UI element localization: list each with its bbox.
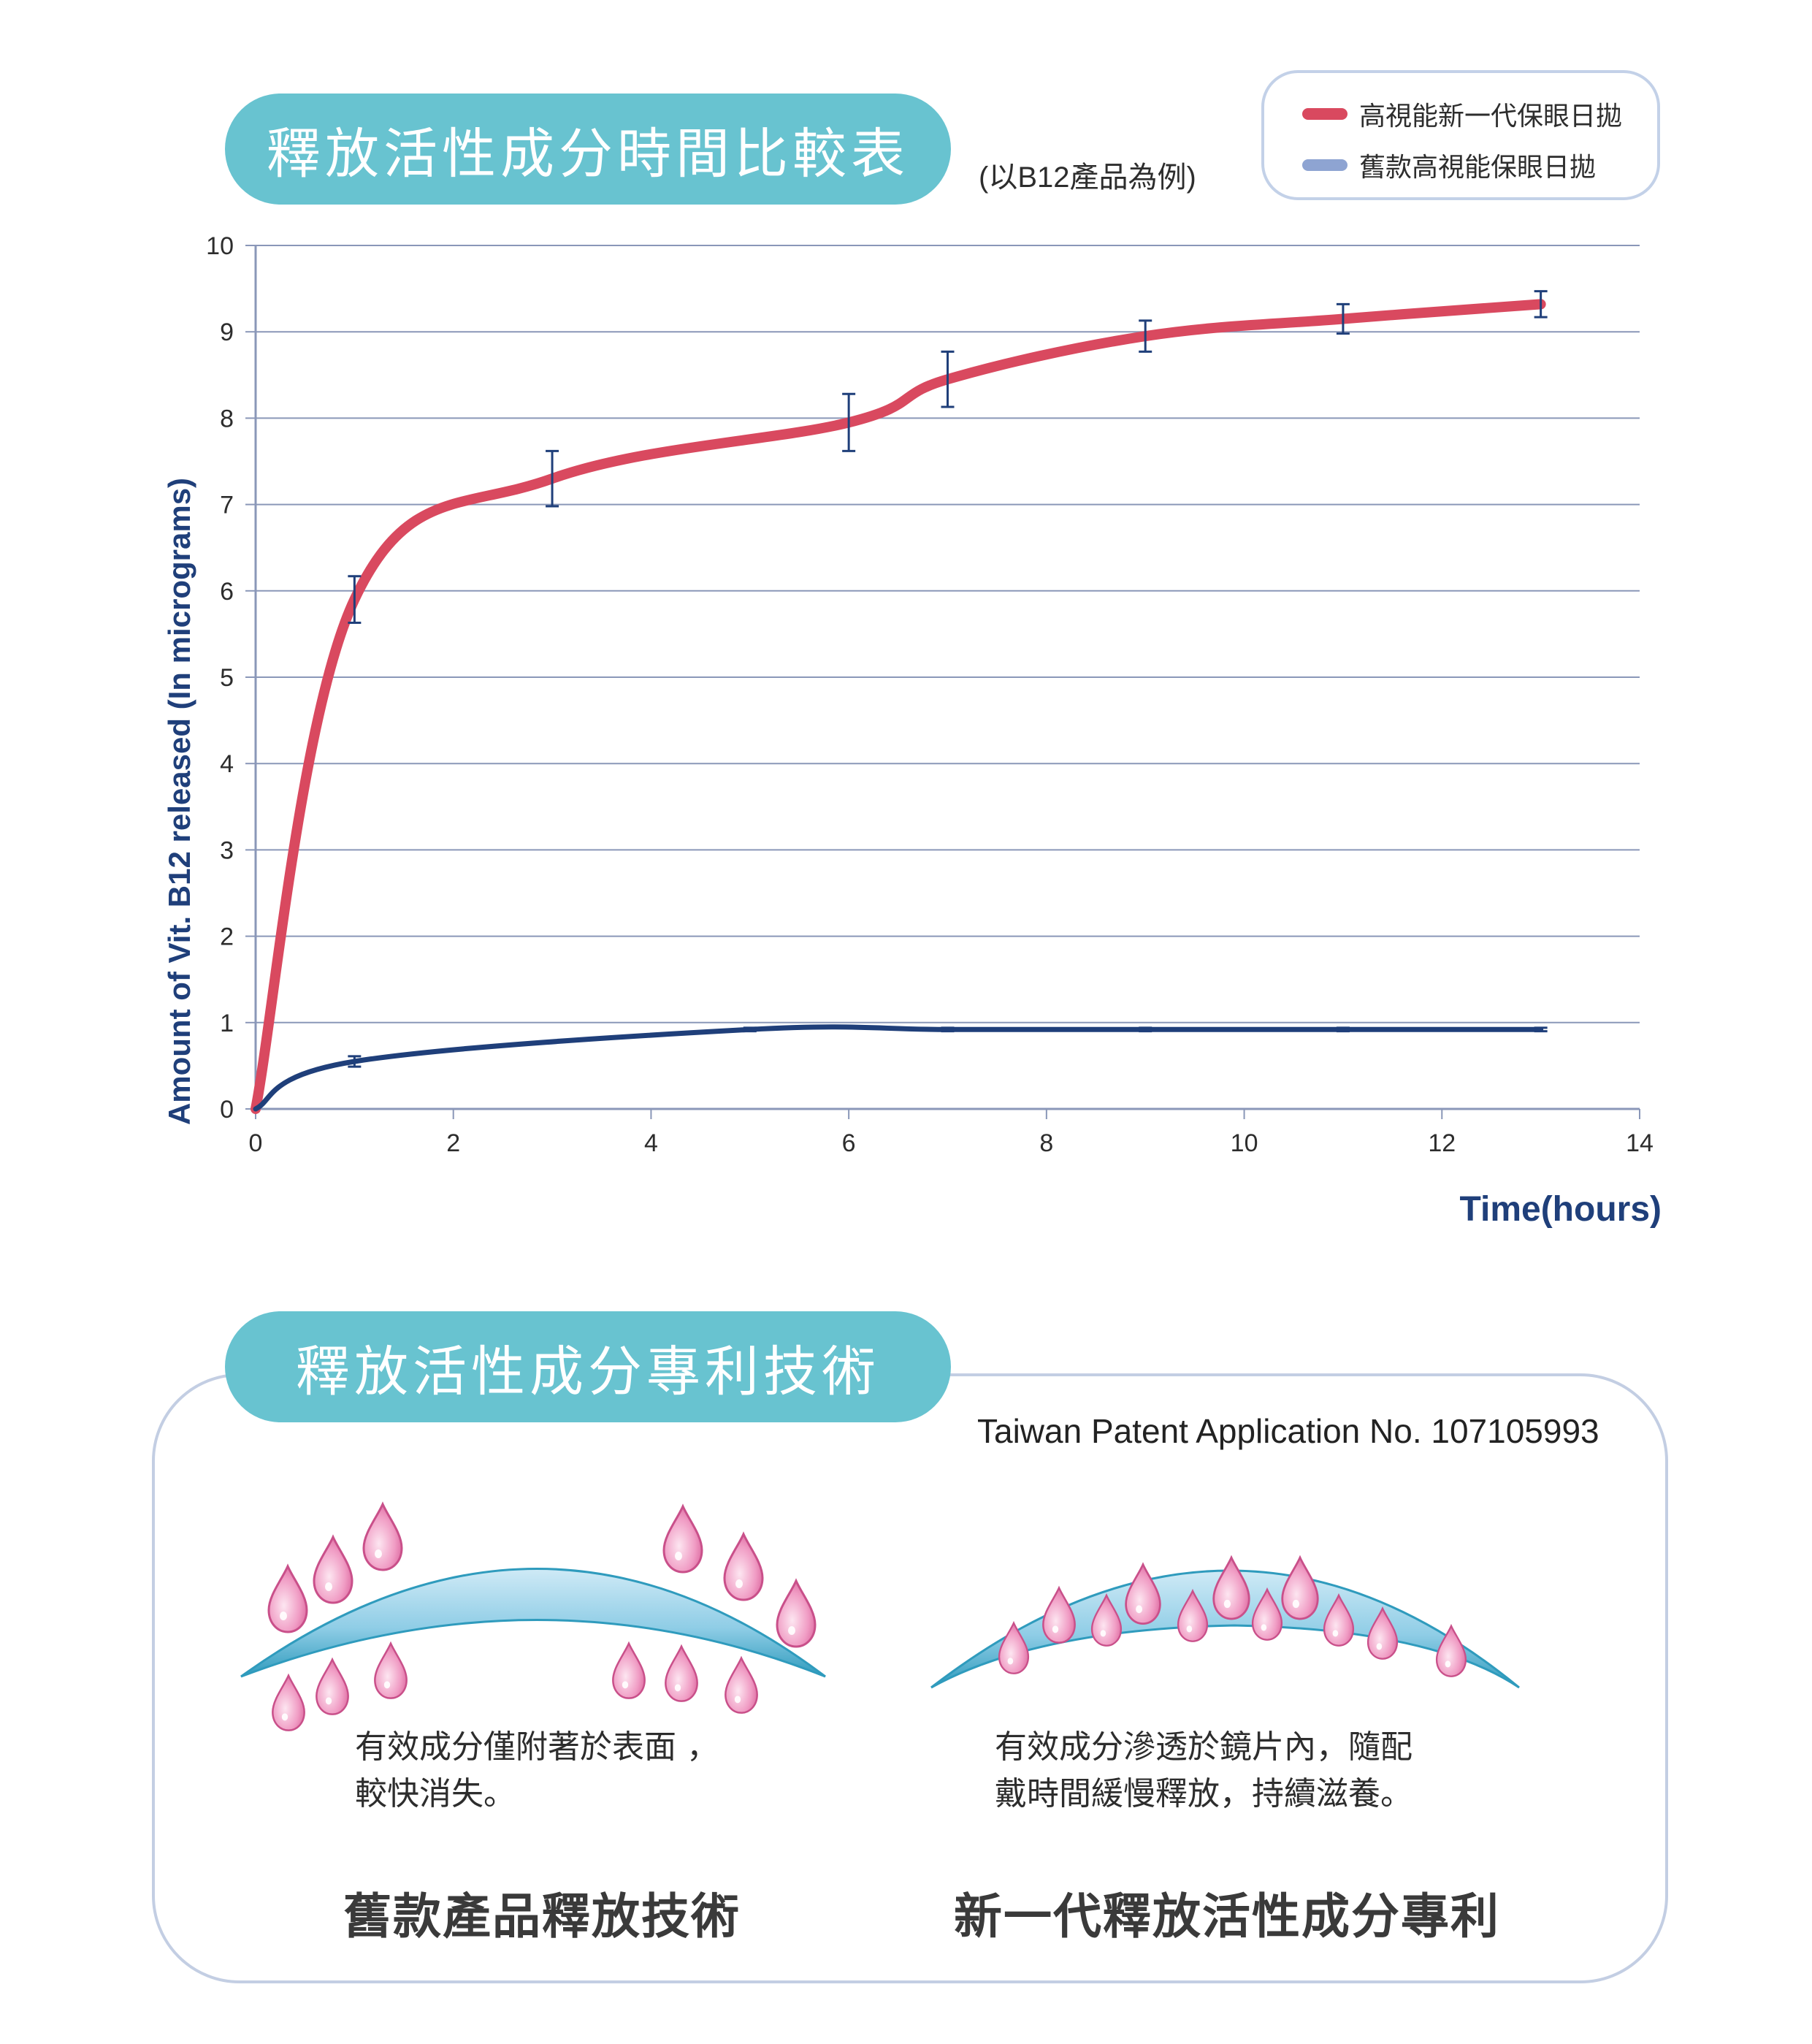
drop-icon — [374, 1642, 408, 1699]
y-tick-label: 2 — [220, 923, 234, 951]
error-bar — [941, 1026, 955, 1033]
legend-swatch-blue — [1302, 159, 1347, 171]
y-tick-label: 8 — [220, 405, 234, 432]
y-tick-label: 3 — [220, 836, 234, 864]
chart-title: 釋放活性成分時間比較表 — [267, 122, 909, 186]
drop-icon — [776, 1579, 817, 1648]
drop-icon — [665, 1645, 698, 1702]
drop-icon — [1212, 1556, 1250, 1620]
y-tick-label: 10 — [206, 232, 234, 260]
error-bar — [348, 575, 362, 625]
patent-title-pill: 釋放活性成分專利技術 — [225, 1311, 951, 1422]
error-bar — [1534, 1026, 1548, 1033]
y-tick-label: 7 — [220, 492, 234, 519]
error-bar — [842, 392, 856, 452]
x-tick-label: 0 — [249, 1129, 263, 1157]
chart-subtitle: (以B12產品為例) — [979, 161, 1196, 194]
desc-line: 較快消失。 — [355, 1775, 516, 1812]
y-tick-label: 4 — [220, 750, 234, 778]
patent-title: 釋放活性成分專利技術 — [296, 1340, 880, 1403]
drop-icon — [362, 1503, 403, 1571]
error-bar — [1139, 1026, 1152, 1033]
error-bar — [546, 449, 559, 508]
axes — [245, 245, 1640, 1119]
error-bar — [941, 350, 955, 408]
y-tick-label: 9 — [220, 319, 234, 346]
drop-icon — [272, 1674, 305, 1731]
error-bar — [1534, 290, 1548, 319]
desc-line: 戴時間緩慢釋放，持續滋養。 — [995, 1775, 1412, 1812]
drop-icon — [662, 1505, 703, 1574]
drop-icon — [1125, 1563, 1161, 1625]
y-tick-label: 1 — [220, 1010, 234, 1037]
y-tick-label: 5 — [220, 664, 234, 692]
y-tick-label: 6 — [220, 578, 234, 606]
drop-icon — [723, 1533, 764, 1601]
chart-title-pill: 釋放活性成分時間比較表 — [225, 94, 951, 205]
x-tick-label: 12 — [1428, 1129, 1456, 1157]
desc-line: 有效成分僅附著於表面 ， — [355, 1728, 719, 1766]
chart-legend: 高視能新一代保眼日拋 舊款高視能保眼日拋 — [1261, 70, 1660, 200]
error-bar — [1336, 302, 1350, 335]
x-axis-label: Time(hours) — [1459, 1190, 1662, 1229]
new-tech-title: 新一代釋放活性成分專利 — [954, 1888, 1500, 1945]
y-tick-label: 0 — [220, 1096, 234, 1124]
drop-icon — [1281, 1556, 1319, 1620]
x-tick-label: 14 — [1626, 1129, 1654, 1157]
x-tick-label: 10 — [1231, 1129, 1258, 1157]
new-tech-description: 有效成分滲透於鏡片內，隨配 戴時間緩慢釋放，持續滋養。 — [995, 1724, 1412, 1818]
legend-label: 高視能新一代保眼日拋 — [1359, 102, 1623, 131]
drop-icon — [313, 1536, 353, 1604]
legend-swatch-red — [1302, 108, 1347, 120]
drop-icon — [316, 1658, 349, 1715]
grid-lines — [256, 245, 1640, 1023]
error-bar — [1139, 319, 1152, 353]
error-bar — [1336, 1026, 1350, 1033]
lens-left — [240, 1568, 826, 1678]
legend-item: 高視能新一代保眼日拋 — [1302, 95, 1622, 133]
old-tech-title: 舊款產品釋放技術 — [343, 1888, 741, 1945]
drop-icon — [1042, 1587, 1076, 1644]
legend-item: 舊款高視能保眼日拋 — [1302, 146, 1596, 184]
old-tech-description: 有效成分僅附著於表面 ， 較快消失。 — [355, 1724, 719, 1818]
error-bars — [348, 290, 1548, 1068]
x-tick-label: 4 — [644, 1129, 658, 1157]
x-tick-label: 8 — [1039, 1129, 1053, 1157]
error-bar — [348, 1055, 362, 1068]
x-tick-label: 6 — [842, 1129, 856, 1157]
legend-label: 舊款高視能保眼日拋 — [1359, 153, 1597, 183]
drop-icon — [267, 1565, 308, 1633]
patent-number: Taiwan Patent Application No. 107105993 — [977, 1412, 1599, 1450]
x-tick-label: 2 — [446, 1129, 460, 1157]
error-bar — [743, 1026, 757, 1033]
drop-icon — [725, 1657, 758, 1714]
drop-icon — [612, 1642, 646, 1699]
desc-line: 有效成分滲透於鏡片內，隨配 — [995, 1728, 1412, 1766]
